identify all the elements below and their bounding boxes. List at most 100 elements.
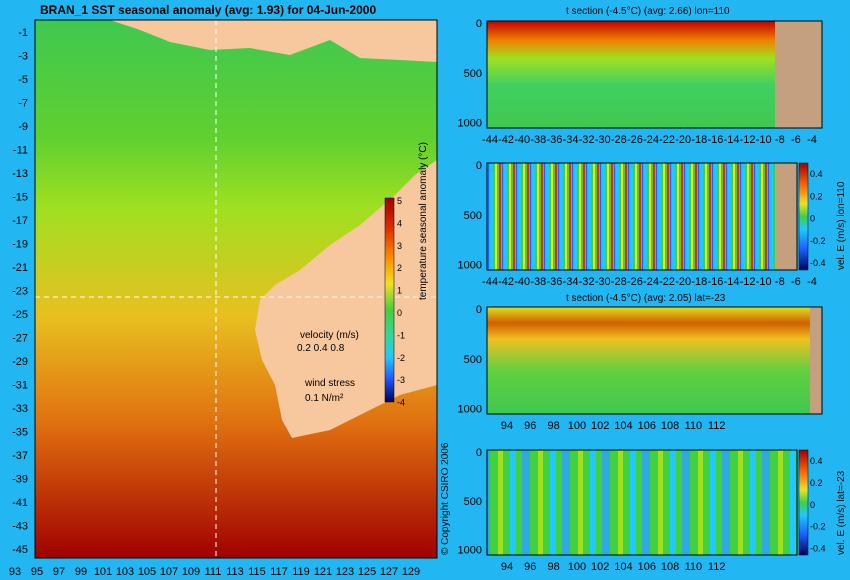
- section-x-tick-label: -24: [643, 134, 659, 146]
- section-x-tick-label: 108: [661, 420, 679, 432]
- section-x-tick-label: -16: [707, 276, 723, 288]
- map-y-tick-label: -43: [12, 521, 28, 533]
- t-section-lat-panel: [486, 306, 823, 415]
- map-frame: [34, 19, 438, 559]
- map-x-tick-label: 99: [75, 566, 87, 578]
- sst-colorbar: [384, 197, 395, 403]
- velocity-legend-title: velocity (m/s): [300, 330, 359, 341]
- t-section-lat-title: t section (-4.5°C) (avg: 2.05) lat=-23: [566, 293, 726, 304]
- land-indonesia: [110, 20, 437, 62]
- section-x-tick-label: -32: [579, 134, 595, 146]
- section-x-tick-label: -4: [807, 134, 817, 146]
- velocity-legend-values: 0.2 0.4 0.8: [297, 343, 345, 354]
- map-y-tick-label: -1: [18, 27, 28, 39]
- vel-colorbar-tick-label: 0: [810, 214, 815, 224]
- section-x-tick-label: 96: [524, 420, 536, 432]
- map-y-tick-label: -7: [18, 98, 28, 110]
- map-x-tick-label: 123: [336, 566, 354, 578]
- map-y-tick-label: -9: [18, 121, 28, 133]
- sst-map-panel: [34, 19, 438, 559]
- map-y-tick-label: -3: [18, 51, 28, 63]
- colorbar-label: temperature seasonal anomaly (°C): [418, 142, 429, 300]
- section-x-tick-label: 104: [614, 561, 632, 573]
- section-y-tick-label: 0: [476, 160, 482, 172]
- map-x-tick-label: 129: [402, 566, 420, 578]
- section-y-tick-label: 500: [464, 496, 482, 508]
- t-section-lon-title: t section (-4.5°C) (avg: 2.66) lon=110: [566, 6, 730, 17]
- vel-colorbar-tick-label: 0.4: [810, 456, 823, 466]
- copyright-label: © Copyright CSIRO 2006: [440, 442, 451, 555]
- section-y-tick-label: 1000: [458, 118, 482, 130]
- map-y-tick-label: -33: [12, 403, 28, 415]
- map-x-tick-label: 109: [182, 566, 200, 578]
- section-x-tick-label: 106: [638, 561, 656, 573]
- section-x-tick-label: 100: [568, 420, 586, 432]
- map-y-tick-label: -15: [12, 192, 28, 204]
- map-x-tick-label: 107: [160, 566, 178, 578]
- map-y-tick-label: -45: [12, 544, 28, 556]
- section-x-tick-label: -28: [611, 134, 627, 146]
- section-x-tick-label: -44: [482, 134, 498, 146]
- map-y-tick-label: -29: [12, 356, 28, 368]
- colorbar-tick-label: -1: [397, 330, 405, 340]
- section-land: [775, 21, 822, 128]
- map-x-tick-label: 115: [248, 566, 266, 578]
- colorbar-tick-label: 2: [397, 263, 402, 273]
- section-x-tick-label: 94: [501, 561, 513, 573]
- map-y-tick-label: -21: [12, 262, 28, 274]
- vel-colorbar-tick-label: -0.4: [810, 258, 826, 268]
- section-y-tick-label: 500: [464, 68, 482, 80]
- section-x-tick-label: -6: [791, 134, 801, 146]
- vel-colorbar-tick-label: -0.2: [810, 522, 826, 532]
- vel-colorbar-tick-label: 0: [810, 500, 815, 510]
- section-x-tick-label: -22: [659, 276, 675, 288]
- map-y-tick-label: -39: [12, 474, 28, 486]
- map-x-tick-label: 127: [380, 566, 398, 578]
- section-x-tick-label: -40: [514, 276, 530, 288]
- map-x-tick-label: 119: [292, 566, 310, 578]
- section-y-tick-label: 0: [476, 447, 482, 459]
- map-x-tick-label: 93: [9, 566, 21, 578]
- colorbar-tick-label: -3: [397, 375, 405, 385]
- map-y-tick-label: -41: [12, 497, 28, 509]
- section-x-tick-label: 110: [685, 420, 703, 432]
- section-x-tick-label: -12: [740, 134, 756, 146]
- section-y-tick-label: 1000: [458, 260, 482, 272]
- section-x-tick-label: 106: [638, 420, 656, 432]
- vel-section-lat-panel: [486, 449, 809, 556]
- section-x-tick-label: -38: [530, 276, 546, 288]
- vel-colorbar-tick-label: 0.2: [810, 191, 823, 201]
- colorbar-tick-label: 4: [397, 218, 402, 228]
- vel-colorbar-tick-label: -0.4: [810, 544, 826, 554]
- wind-legend-value: 0.1 N/m²: [305, 393, 344, 404]
- section-x-tick-label: -8: [775, 276, 785, 288]
- section-x-tick-label: 98: [547, 561, 559, 573]
- section-y-tick-label: 0: [476, 18, 482, 30]
- section-x-tick-label: 112: [708, 420, 726, 432]
- map-y-tick-label: -23: [12, 286, 28, 298]
- section-x-tick-label: -20: [675, 134, 691, 146]
- section-x-tick-label: -42: [498, 276, 514, 288]
- t-section-lon-panel: [486, 20, 823, 129]
- section-x-tick-label: 94: [501, 420, 513, 432]
- section-y-tick-label: 500: [464, 210, 482, 222]
- tick-labels: 93 95 97 99 101 103 105 107 109 111 113 115 117 119 12…: [9, 18, 826, 578]
- section-x-tick-label: -20: [675, 276, 691, 288]
- section-x-tick-label: -30: [595, 134, 611, 146]
- section-x-tick-label: -18: [691, 134, 707, 146]
- section-x-tick-label: -10: [756, 134, 772, 146]
- vel-lon-colorbar-label: vel. E (m/s) lon=110: [836, 181, 847, 270]
- section-x-tick-label: 102: [591, 561, 609, 573]
- section-y-tick-label: 0: [476, 304, 482, 316]
- section-y-tick-label: 1000: [458, 404, 482, 416]
- section-x-tick-label: 108: [661, 561, 679, 573]
- section-x-tick-label: -10: [756, 276, 772, 288]
- section-x-tick-label: -36: [546, 276, 562, 288]
- section-x-tick-label: -36: [546, 134, 562, 146]
- map-x-tick-label: 113: [226, 566, 244, 578]
- section-x-tick-label: 96: [524, 561, 536, 573]
- map-y-tick-label: -11: [13, 145, 28, 157]
- section-x-tick-label: -14: [724, 134, 740, 146]
- section-x-tick-label: 112: [708, 561, 726, 573]
